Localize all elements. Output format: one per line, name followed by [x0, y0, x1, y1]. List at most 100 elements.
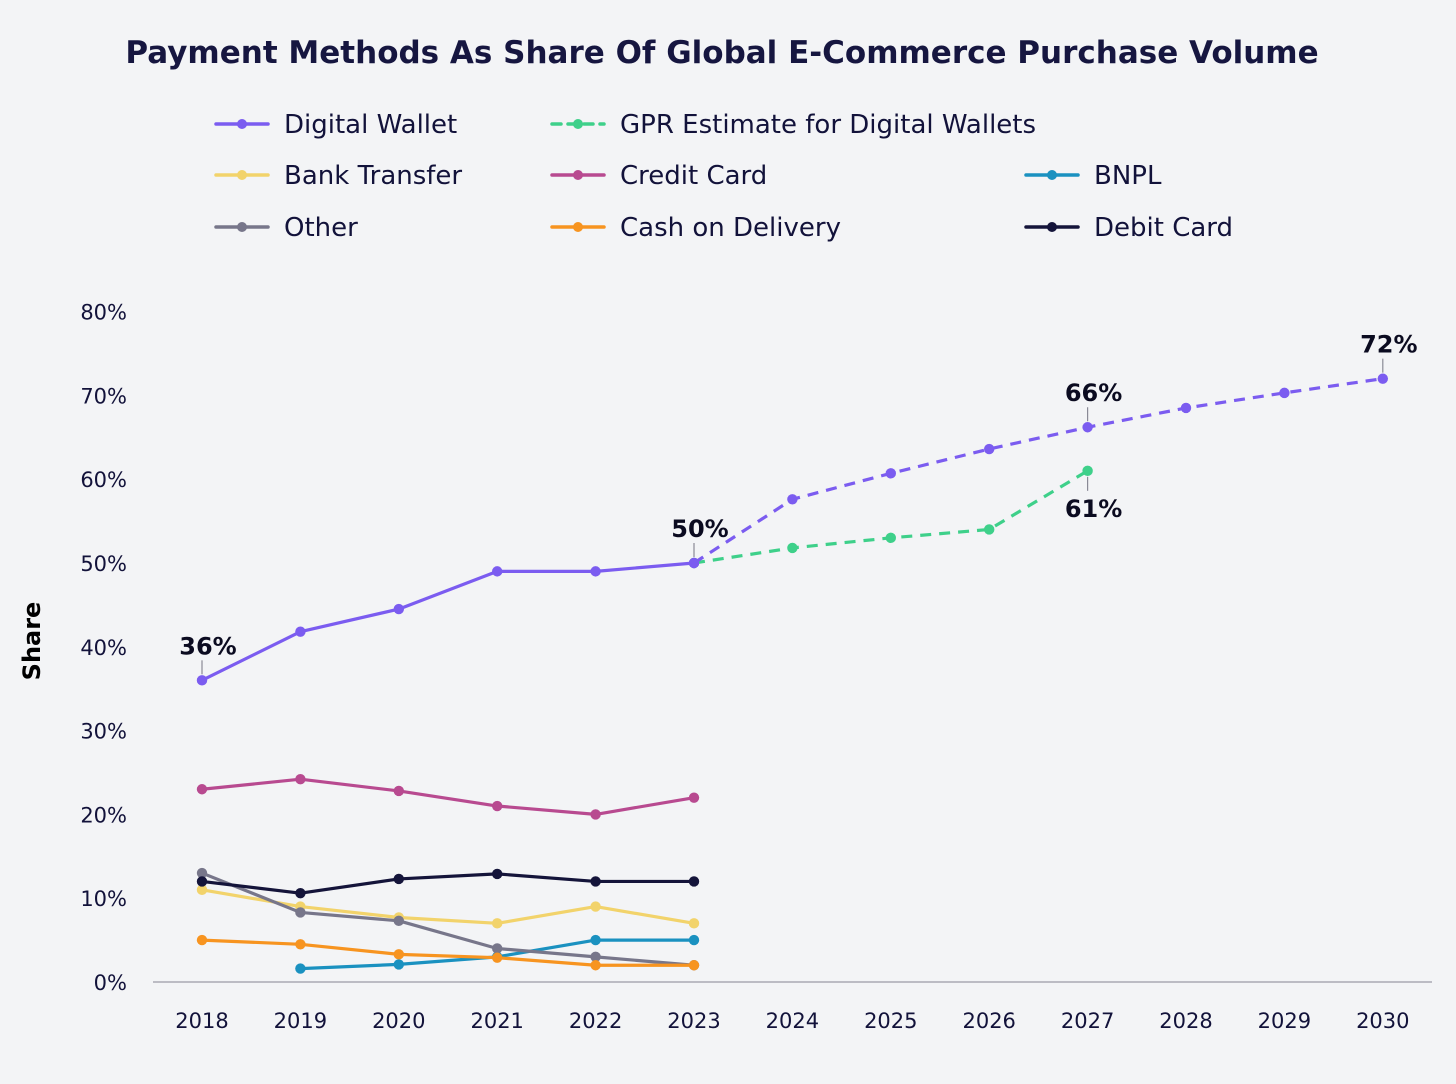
data-point: [295, 963, 306, 974]
y-tick-label: 0%: [94, 971, 127, 995]
y-axis-label: Share: [18, 602, 46, 681]
data-point: [196, 675, 208, 686]
legend-item-cash-on-delivery: Cash on Delivery: [550, 213, 841, 243]
legend: Digital Wallet GPR Estimate for Digital W…: [214, 110, 1233, 243]
legend-item-gpr-estimate-for-digital-wallets: GPR Estimate for Digital Wallets: [550, 110, 1036, 140]
data-point: [885, 468, 896, 479]
legend-swatch-marker: [573, 119, 583, 129]
legend-label: Credit Card: [620, 161, 767, 191]
annotation-label: 50%: [671, 515, 728, 543]
data-point: [492, 566, 503, 577]
series-line: [201, 871, 695, 967]
legend-item-bank-transfer: Bank Transfer: [214, 161, 462, 191]
data-point: [590, 934, 601, 946]
series-digital-wallet-dashed: [688, 373, 1389, 569]
data-point: [295, 774, 306, 785]
series-digital-wallet: [196, 557, 700, 686]
data-point: [590, 951, 601, 963]
data-point: [492, 800, 503, 812]
data-point: [1082, 422, 1093, 433]
y-tick-label: 20%: [80, 803, 127, 827]
x-tick-label: 2022: [569, 1009, 622, 1033]
series-group: [196, 373, 1389, 974]
data-point: [492, 943, 503, 954]
legend-item-digital-wallet: Digital Wallet: [214, 110, 457, 140]
data-point: [196, 884, 208, 896]
legend-label: Digital Wallet: [284, 110, 457, 140]
data-point: [590, 566, 601, 577]
annotation: 50%: [671, 515, 729, 557]
data-point: [885, 532, 896, 544]
annotation: 66%: [1065, 379, 1122, 422]
legend-swatch-marker: [1047, 170, 1057, 180]
series-debit-card: [196, 868, 700, 899]
y-tick-label: 40%: [80, 636, 127, 660]
data-point: [393, 959, 404, 970]
series-line: [693, 377, 1384, 565]
legend-swatch-marker: [1047, 222, 1057, 232]
x-tick-label: 2025: [864, 1009, 917, 1033]
annotation-label: 36%: [179, 632, 236, 660]
chart-title: Payment Methods As Share Of Global E-Com…: [125, 35, 1318, 71]
legend-label: Debit Card: [1094, 213, 1233, 243]
annotation: 61%: [1065, 476, 1122, 523]
data-point: [590, 960, 601, 971]
data-point: [295, 907, 306, 918]
data-point: [590, 876, 601, 887]
data-point: [393, 949, 404, 960]
x-tick-label: 2021: [470, 1009, 523, 1033]
y-tick-label: 30%: [80, 720, 127, 744]
data-point: [196, 867, 208, 879]
x-tick-label: 2027: [1061, 1009, 1114, 1033]
x-axis-ticks: 2018 2019 2020 2021 2022 2023 2024 2025 2026 2027…: [175, 1009, 1409, 1033]
series-credit-card: [196, 774, 700, 820]
x-tick-label: 2026: [962, 1009, 1015, 1033]
data-point: [1082, 465, 1093, 477]
legend-label: Other: [284, 213, 358, 243]
series-line: [693, 469, 1089, 565]
legend-swatch-marker: [237, 170, 247, 180]
y-tick-label: 50%: [80, 552, 127, 576]
annotation: 72%: [1360, 331, 1418, 373]
data-point: [984, 443, 995, 455]
x-tick-label: 2018: [175, 1009, 228, 1033]
x-tick-label: 2030: [1356, 1009, 1409, 1033]
legend-label: Bank Transfer: [284, 161, 462, 191]
legend-swatch-marker: [573, 222, 583, 232]
x-tick-label: 2029: [1258, 1009, 1311, 1033]
y-tick-label: 80%: [80, 301, 127, 325]
x-tick-label: 2023: [667, 1009, 720, 1033]
annotations: 36% 50% 66% 72% 61%: [179, 331, 1418, 675]
y-axis-ticks: 0% 10% 20% 30% 40% 50% 60% 70% 80%: [80, 301, 127, 995]
legend-item-bnpl: BNPL: [1024, 161, 1162, 191]
legend-item-credit-card: Credit Card: [550, 161, 767, 191]
data-point: [295, 887, 306, 899]
data-point: [787, 542, 798, 554]
data-point: [393, 915, 404, 927]
legend-swatch-marker: [237, 222, 247, 232]
data-point: [688, 792, 700, 803]
data-point: [196, 784, 208, 795]
series-line: [201, 938, 694, 967]
x-tick-label: 2019: [274, 1009, 327, 1033]
y-tick-label: 70%: [80, 384, 127, 408]
y-tick-label: 60%: [80, 468, 127, 492]
data-point: [393, 785, 404, 797]
data-point: [787, 494, 798, 505]
series-cash-on-delivery: [196, 934, 700, 971]
annotation: 36%: [179, 632, 237, 675]
legend-label: Cash on Delivery: [620, 213, 841, 243]
data-point: [1180, 402, 1192, 414]
y-tick-label: 10%: [80, 887, 127, 911]
data-point: [492, 868, 503, 880]
data-point: [688, 557, 700, 569]
legend-swatch-marker: [573, 170, 583, 180]
legend-swatch-marker: [237, 119, 247, 129]
data-point: [196, 934, 208, 946]
data-point: [196, 876, 208, 887]
legend-item-other: Other: [214, 213, 358, 243]
data-point: [688, 876, 700, 887]
annotation-label: 72%: [1360, 331, 1417, 359]
data-point: [295, 939, 306, 950]
series-line: [201, 777, 695, 817]
